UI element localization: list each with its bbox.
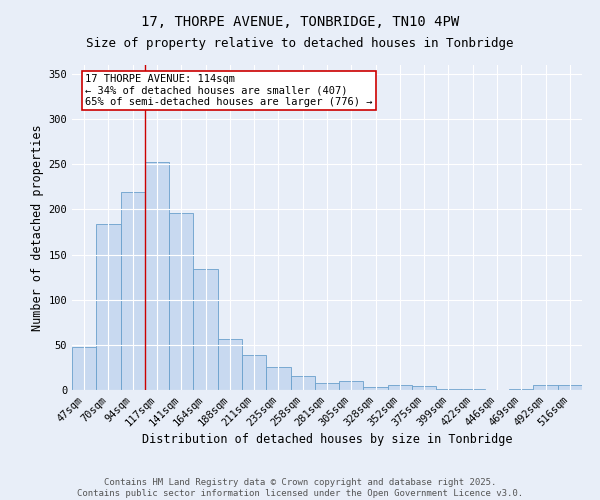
Bar — [558, 384, 582, 390]
Text: 17, THORPE AVENUE, TONBRIDGE, TN10 4PW: 17, THORPE AVENUE, TONBRIDGE, TN10 4PW — [141, 15, 459, 29]
Bar — [461, 389, 485, 390]
Bar — [218, 338, 242, 390]
Bar — [290, 376, 315, 390]
Bar — [193, 269, 218, 390]
X-axis label: Distribution of detached houses by size in Tonbridge: Distribution of detached houses by size … — [142, 432, 512, 446]
Bar — [388, 386, 412, 390]
Text: 17 THORPE AVENUE: 114sqm
← 34% of detached houses are smaller (407)
65% of semi-: 17 THORPE AVENUE: 114sqm ← 34% of detach… — [85, 74, 373, 107]
Text: Contains HM Land Registry data © Crown copyright and database right 2025.
Contai: Contains HM Land Registry data © Crown c… — [77, 478, 523, 498]
Bar — [339, 381, 364, 390]
Bar — [72, 346, 96, 390]
Bar — [364, 388, 388, 390]
Bar — [145, 162, 169, 390]
Bar — [169, 213, 193, 390]
Bar — [96, 224, 121, 390]
Bar — [266, 366, 290, 390]
Text: Size of property relative to detached houses in Tonbridge: Size of property relative to detached ho… — [86, 38, 514, 51]
Bar — [121, 192, 145, 390]
Bar — [315, 383, 339, 390]
Bar — [533, 384, 558, 390]
Bar — [412, 386, 436, 390]
Bar — [242, 355, 266, 390]
Y-axis label: Number of detached properties: Number of detached properties — [31, 124, 44, 331]
Bar — [509, 389, 533, 390]
Bar — [436, 389, 461, 390]
